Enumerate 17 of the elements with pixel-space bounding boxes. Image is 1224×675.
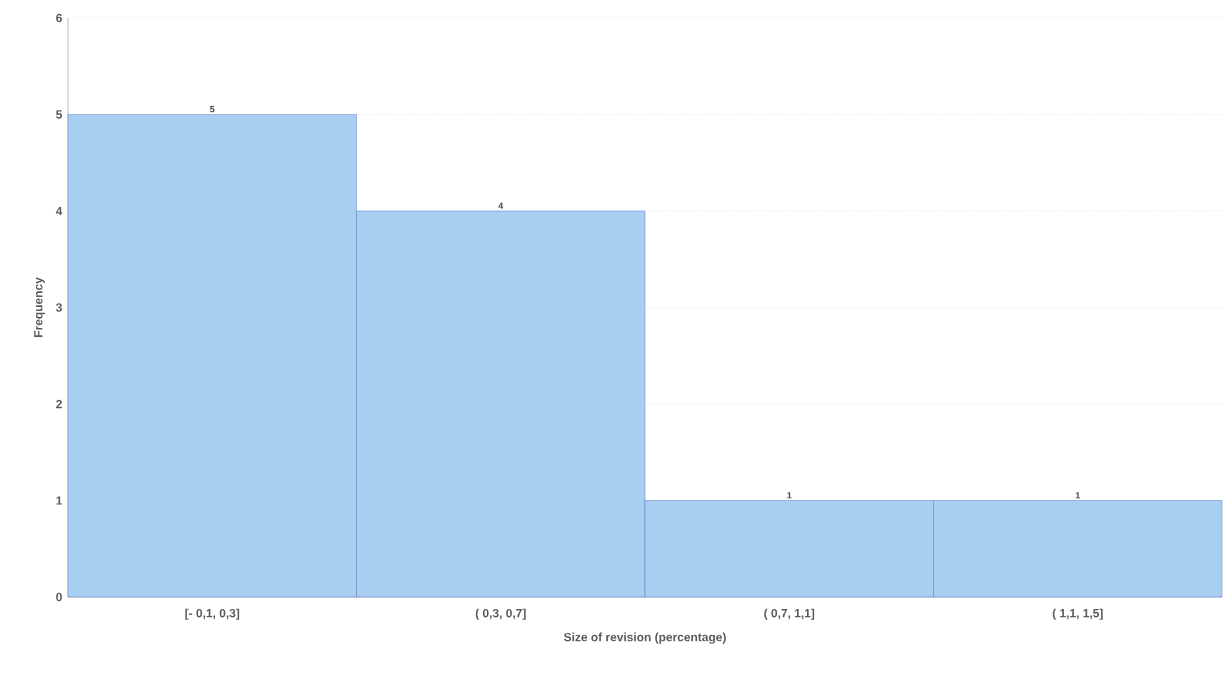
- x-tick-label: ( 1,1, 1,5]: [1052, 608, 1103, 620]
- x-tick-label: ( 0,3, 0,7]: [475, 608, 526, 620]
- y-tick-label: 4: [55, 206, 63, 216]
- y-tick-label: 3: [55, 303, 62, 312]
- y-tick-label: 6: [56, 13, 62, 23]
- x-tick-label: ( 0,7, 1,1]: [764, 608, 815, 620]
- y-tick-label: 2: [56, 399, 62, 409]
- data-label: 1: [1075, 492, 1080, 499]
- y-tick-label: 5: [56, 110, 63, 119]
- y-axis-title: Frequency: [34, 277, 45, 337]
- data-label: 1: [787, 492, 792, 499]
- x-tick-label: [- 0,1, 0,3]: [185, 608, 240, 620]
- y-tick-label: 0: [56, 592, 62, 602]
- y-tick-label: 1: [56, 496, 63, 505]
- x-axis-title: Size of revision (percentage): [563, 632, 726, 644]
- data-label: 4: [498, 202, 504, 209]
- data-label: 5: [210, 106, 215, 113]
